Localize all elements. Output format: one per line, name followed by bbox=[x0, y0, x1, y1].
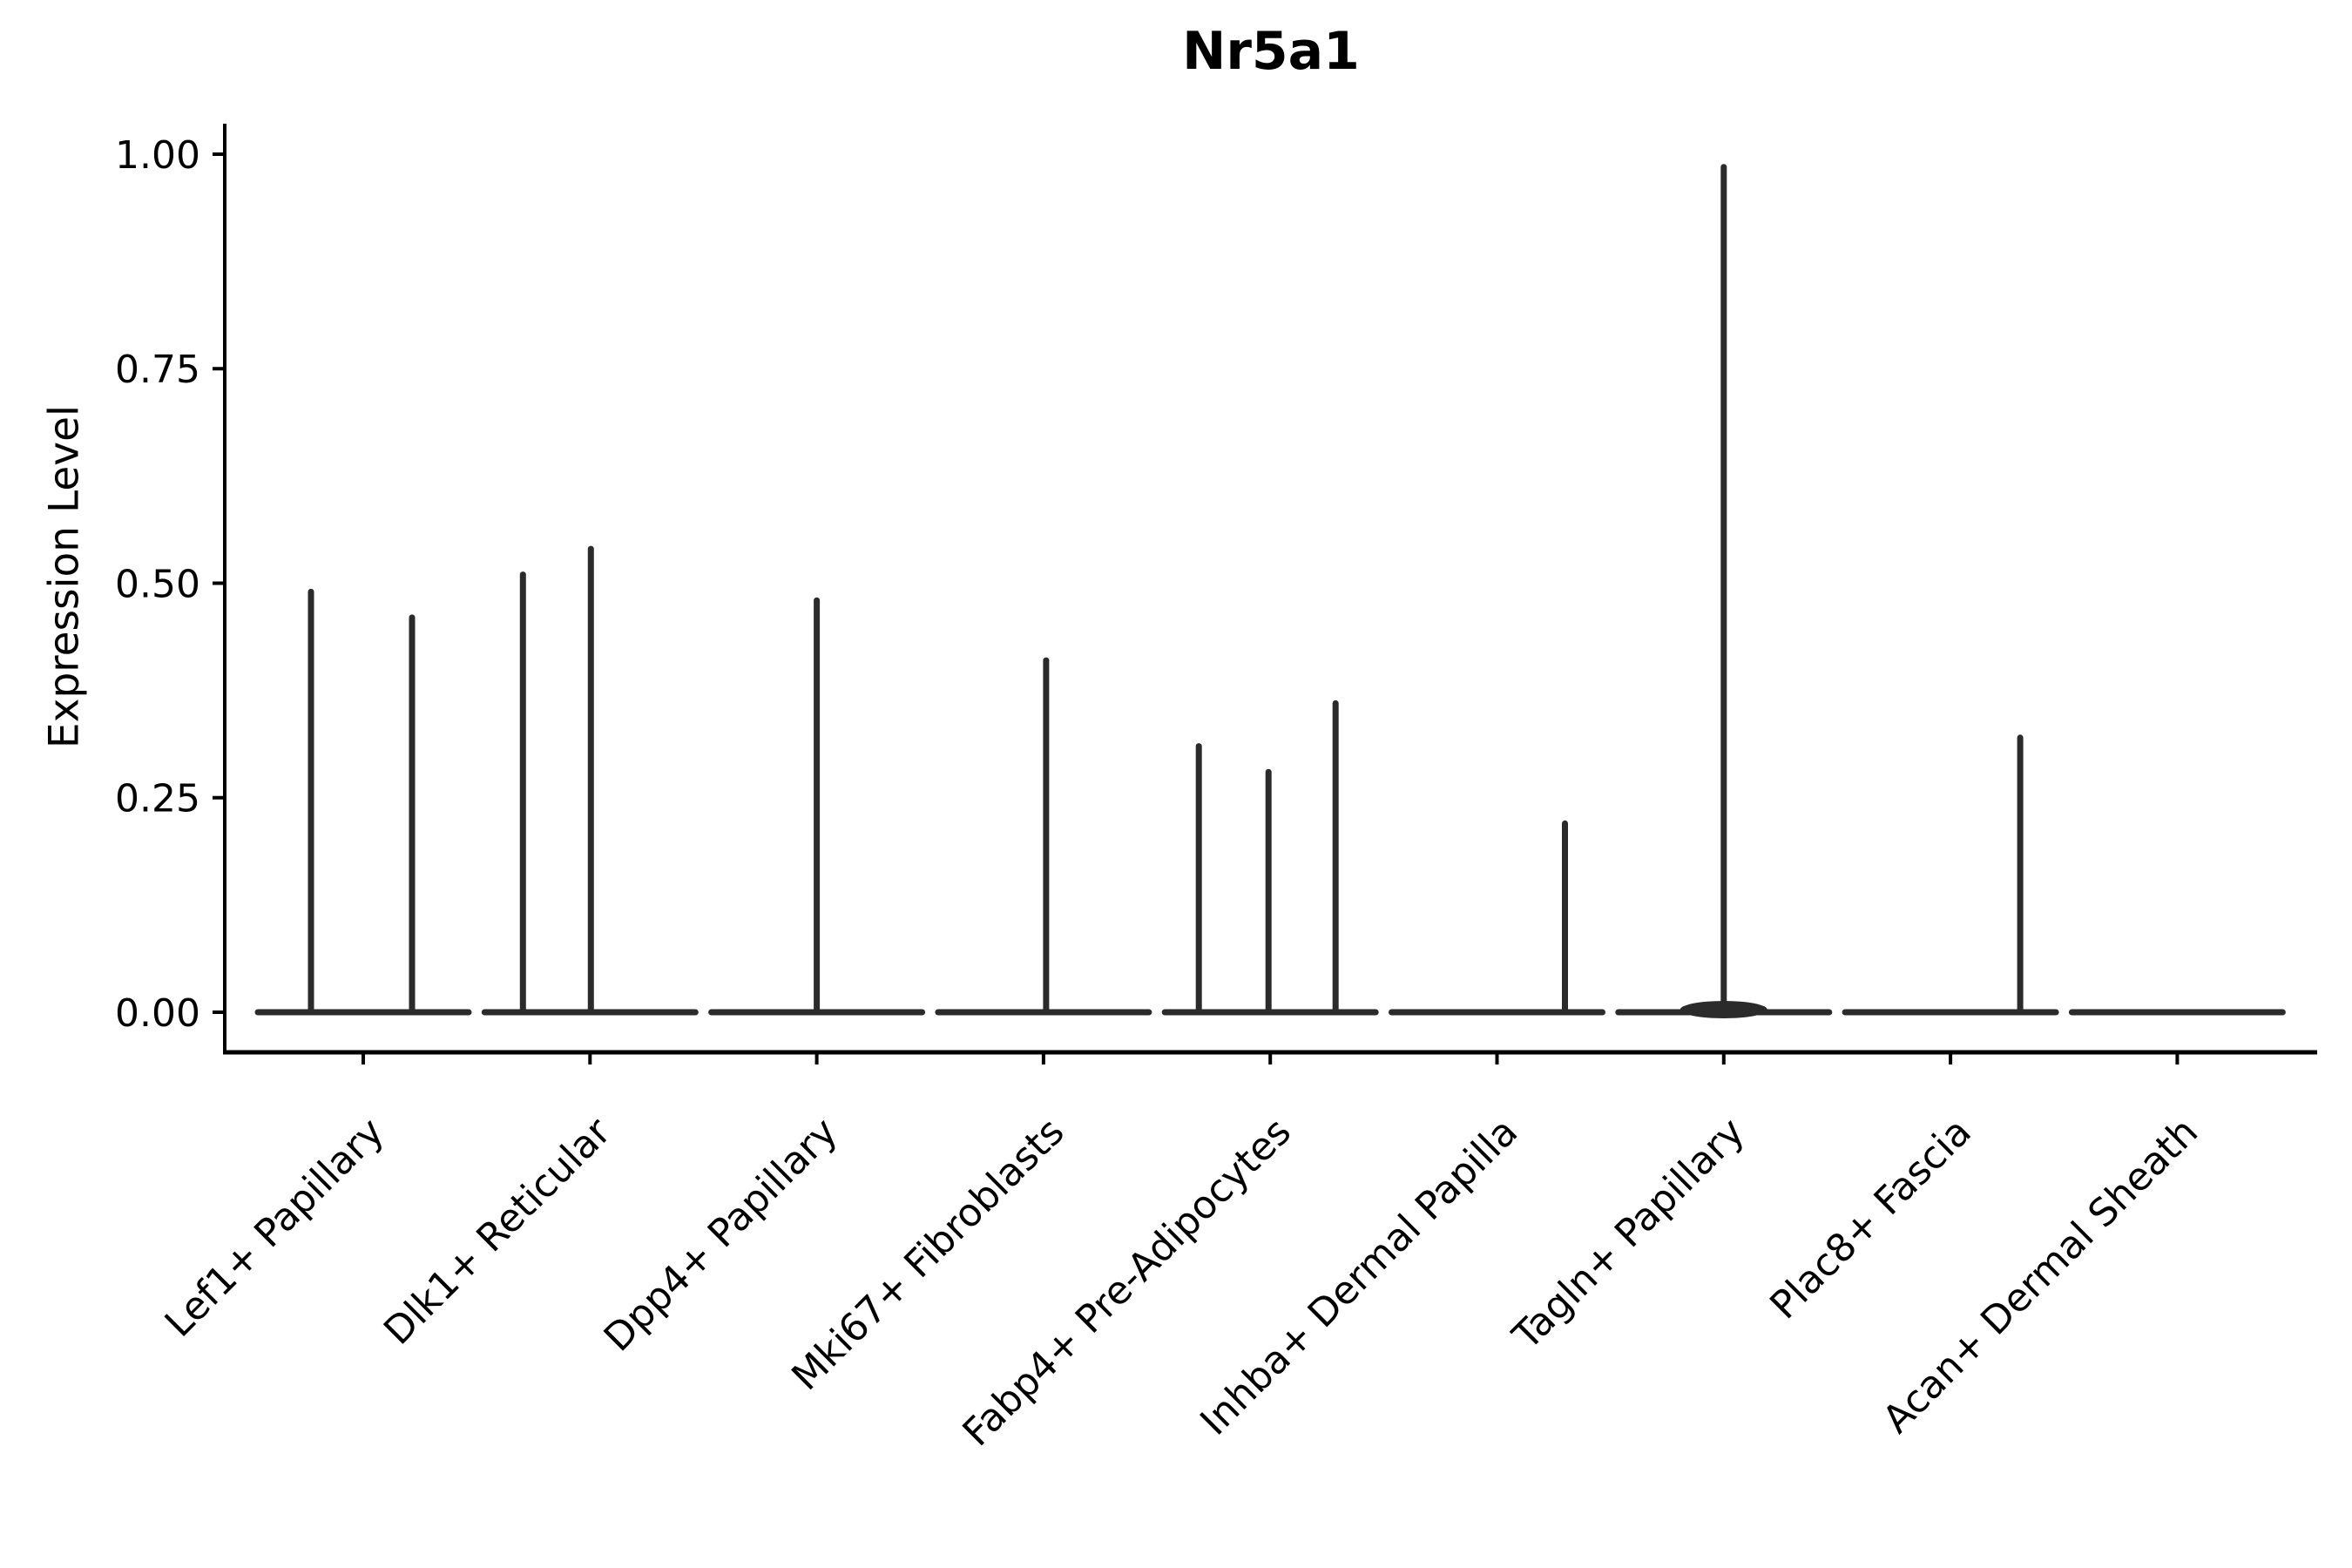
chart-title: Nr5a1 bbox=[1182, 21, 1360, 82]
y-tick-label: 0.00 bbox=[115, 991, 200, 1036]
x-tick-label: Dlk1+ Reticular bbox=[375, 1109, 620, 1354]
y-tick-label: 0.25 bbox=[115, 777, 200, 821]
x-tick-label: Lef1+ Papillary bbox=[157, 1110, 393, 1346]
y-tick-label: 1.00 bbox=[115, 133, 200, 178]
y-tick-label: 0.50 bbox=[115, 562, 200, 606]
x-tick-label: Plac8+ Fascia bbox=[1761, 1110, 1980, 1328]
x-tick-label: Dpp4+ Papillary bbox=[596, 1110, 847, 1361]
y-tick-label: 0.75 bbox=[115, 348, 200, 392]
x-tick-label: Tagln+ Papillary bbox=[1504, 1110, 1753, 1359]
